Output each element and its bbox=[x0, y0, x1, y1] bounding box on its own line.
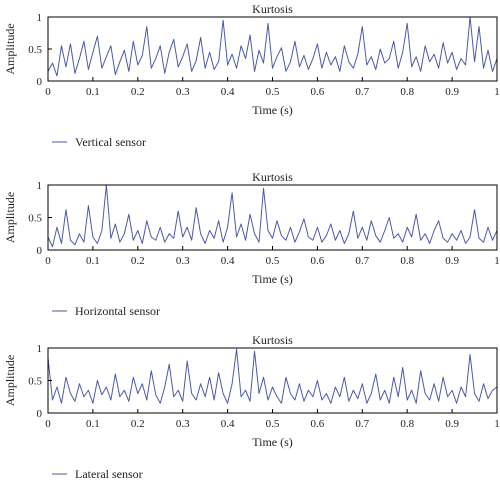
legend-label: Lateral sensor bbox=[75, 467, 143, 481]
legend-label: Horizontal sensor bbox=[75, 304, 160, 318]
chart-panel-3: Kurtosis 0 0.1 0.2 0.3 0.4 0.5 0.6 0.7 0.8 0.9 1 0 0.… bbox=[3, 333, 500, 481]
y-tick-label: 0.5 bbox=[28, 44, 42, 56]
x-axis-label: Time (s) bbox=[252, 103, 293, 117]
series-line-1 bbox=[47, 348, 498, 404]
y-tick-label: 0 bbox=[37, 245, 43, 257]
x-tick-label: 1 bbox=[494, 418, 500, 430]
y-tick-label: 0.5 bbox=[28, 376, 42, 388]
series-line-1 bbox=[47, 184, 498, 248]
legend-label: Vertical sensor bbox=[75, 135, 146, 149]
x-axis-label: Time (s) bbox=[252, 435, 293, 449]
x-tick-label: 0.7 bbox=[355, 418, 369, 430]
x-tick-label: 0.3 bbox=[176, 418, 190, 430]
x-tick-label: 0.9 bbox=[445, 255, 459, 267]
y-tick-label: 1 bbox=[37, 12, 43, 24]
x-tick-label: 0.3 bbox=[176, 255, 190, 267]
x-tick-label: 0.6 bbox=[311, 255, 325, 267]
x-tick-label: 0.4 bbox=[221, 418, 235, 430]
chart-title: Kurtosis bbox=[252, 2, 293, 16]
x-tick-label: 0.6 bbox=[311, 86, 325, 98]
y-tick-label: 1 bbox=[37, 180, 43, 192]
y-axis-label: Amplitude bbox=[3, 23, 17, 74]
chart-title: Kurtosis bbox=[252, 333, 293, 347]
x-tick-label: 0 bbox=[45, 418, 51, 430]
plot-frame bbox=[47, 347, 498, 414]
y-tick-label: 0 bbox=[37, 408, 43, 420]
series-line-1 bbox=[47, 16, 498, 77]
x-tick-label: 0.5 bbox=[266, 255, 280, 267]
x-tick-label: 0.3 bbox=[176, 86, 190, 98]
x-tick-label: 0.5 bbox=[266, 86, 280, 98]
x-tick-label: 0.9 bbox=[445, 86, 459, 98]
x-tick-label: 0.1 bbox=[86, 86, 100, 98]
y-tick-label: 0 bbox=[37, 76, 43, 88]
x-tick-label: 0.5 bbox=[266, 418, 280, 430]
x-tick-label: 0.8 bbox=[400, 86, 414, 98]
chart-panel-1: Kurtosis 0 0.1 0.2 0.3 0.4 0.5 0.6 0.7 0.8 0.9 1 0 0.… bbox=[3, 2, 500, 149]
chart-title: Kurtosis bbox=[252, 170, 293, 184]
x-tick-label: 0.8 bbox=[400, 255, 414, 267]
plot-frame bbox=[47, 184, 498, 251]
x-tick-label: 0.9 bbox=[445, 418, 459, 430]
x-tick-label: 0 bbox=[45, 255, 51, 267]
x-tick-label: 0.7 bbox=[355, 255, 369, 267]
x-tick-label: 0.1 bbox=[86, 418, 100, 430]
x-tick-label: 0.1 bbox=[86, 255, 100, 267]
x-tick-label: 0.6 bbox=[311, 418, 325, 430]
y-tick-label: 0.5 bbox=[28, 213, 42, 225]
y-tick-label: 1 bbox=[37, 343, 43, 355]
x-tick-label: 0.2 bbox=[131, 86, 145, 98]
x-axis-label: Time (s) bbox=[252, 272, 293, 286]
x-tick-label: 0 bbox=[45, 86, 51, 98]
x-tick-label: 0.7 bbox=[355, 86, 369, 98]
x-tick-label: 0.8 bbox=[400, 418, 414, 430]
chart-panel-2: Kurtosis 0 0.1 0.2 0.3 0.4 0.5 0.6 0.7 0.8 0.9 1 0 0.… bbox=[3, 170, 500, 318]
x-tick-label: 0.4 bbox=[221, 255, 235, 267]
x-tick-label: 0.2 bbox=[131, 255, 145, 267]
x-tick-label: 1 bbox=[494, 86, 500, 98]
x-tick-label: 0.2 bbox=[131, 418, 145, 430]
y-axis-label: Amplitude bbox=[3, 192, 17, 243]
x-tick-label: 0.4 bbox=[221, 86, 235, 98]
x-tick-label: 1 bbox=[494, 255, 500, 267]
y-axis-label: Amplitude bbox=[3, 355, 17, 406]
